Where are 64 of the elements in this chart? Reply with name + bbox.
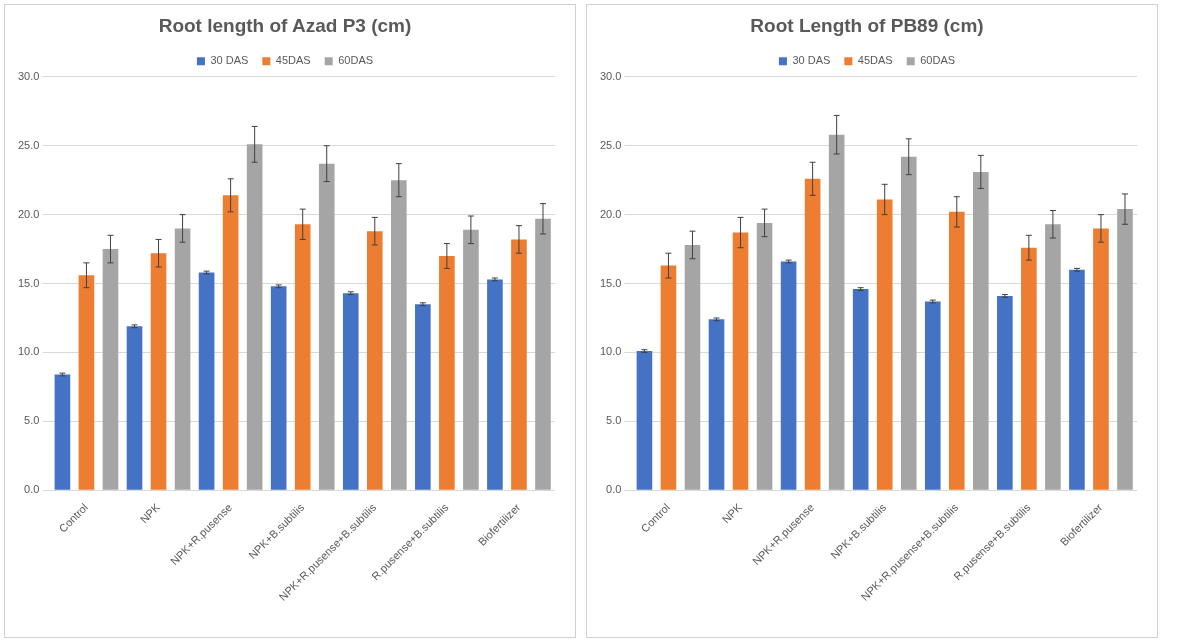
bar [1117,209,1133,490]
bar [54,374,71,490]
bar [126,326,143,490]
bar [973,171,989,490]
bar [684,244,701,490]
y-tick-label: 20.0 [599,207,622,220]
legend-label: 30 DAS [792,54,831,67]
bar [1021,247,1037,490]
legend-label: 45DAS [857,54,893,67]
bar [535,218,551,490]
bar [852,289,869,490]
bar [342,293,359,490]
legend-label: 60DAS [920,54,956,67]
bar [660,265,677,490]
y-tick-label: 5.0 [24,414,40,427]
bar [997,295,1013,490]
y-tick-label: 25.0 [599,138,622,151]
y-tick-label: 10.0 [17,345,40,358]
y-tick-label: 15.0 [17,276,40,289]
bar [439,255,455,490]
bar [174,228,191,490]
chart-title: Root length of Azad P3 (cm) [158,14,412,36]
bar [391,180,407,490]
y-tick-label: 25.0 [17,138,40,151]
bar [732,232,749,490]
y-tick-label: 5.0 [606,414,622,427]
y-tick-label: 30.0 [17,69,40,82]
bar [900,156,917,490]
bar [366,231,383,490]
bar [222,195,239,490]
y-tick-label: 30.0 [599,69,622,82]
bar [511,239,527,490]
bar [636,351,653,490]
bar [294,224,311,490]
bar [828,134,845,490]
legend-label: 30 DAS [210,54,249,67]
legend-label: 60DAS [338,54,374,67]
bar [924,301,941,490]
bar [1069,269,1085,490]
bar [150,253,167,490]
bar [463,229,479,490]
bar [780,261,797,490]
bar [270,286,287,490]
bar [876,199,893,490]
bar [756,222,773,490]
bar [415,304,431,490]
y-tick-label: 10.0 [599,345,622,358]
bar [948,211,965,490]
bar [198,272,215,490]
bar [102,249,119,490]
y-tick-label: 0.0 [606,483,622,496]
bar [487,279,503,490]
bar [1045,224,1061,490]
bar [708,319,725,490]
chart-title: Root Length of PB89 (cm) [750,14,984,36]
y-tick-label: 15.0 [599,276,622,289]
legend-label: 45DAS [275,54,311,67]
y-tick-label: 20.0 [17,207,40,220]
bar [78,275,95,490]
y-tick-label: 0.0 [24,483,40,496]
bar [318,163,335,490]
bar [1093,228,1109,490]
bar [804,178,821,490]
bar [246,144,263,490]
